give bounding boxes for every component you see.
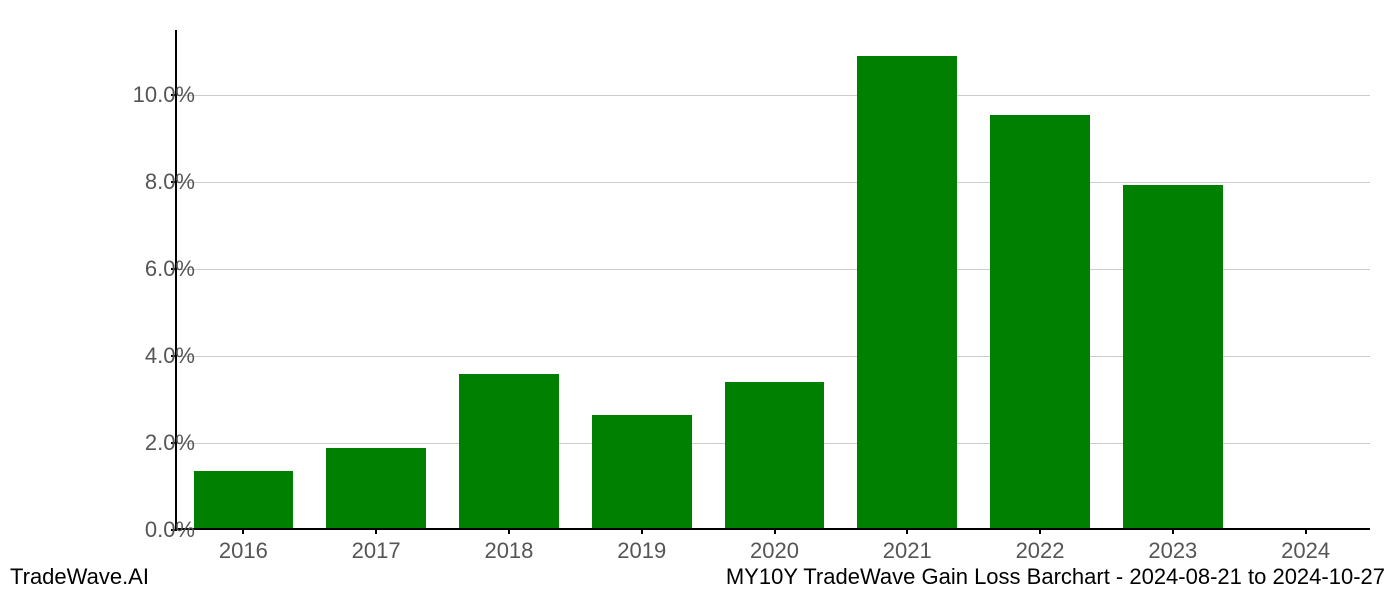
x-axis-label: 2023 (1148, 538, 1197, 564)
y-axis-label: 0.0% (115, 517, 195, 543)
x-axis-label: 2018 (484, 538, 533, 564)
bar (459, 374, 559, 528)
x-axis-label: 2017 (352, 538, 401, 564)
footer-brand: TradeWave.AI (10, 564, 149, 590)
x-tick (906, 528, 908, 534)
x-tick (641, 528, 643, 534)
bar (990, 115, 1090, 528)
x-tick (774, 528, 776, 534)
x-axis-label: 2016 (219, 538, 268, 564)
bar (592, 415, 692, 528)
x-tick (1172, 528, 1174, 534)
x-axis-label: 2019 (617, 538, 666, 564)
x-axis-label: 2020 (750, 538, 799, 564)
x-tick (1039, 528, 1041, 534)
x-tick (508, 528, 510, 534)
y-axis-label: 2.0% (115, 430, 195, 456)
y-axis-label: 10.0% (115, 82, 195, 108)
bar (857, 56, 957, 528)
bar (326, 448, 426, 528)
x-axis-label: 2024 (1281, 538, 1330, 564)
x-axis-label: 2022 (1016, 538, 1065, 564)
y-axis-label: 8.0% (115, 169, 195, 195)
x-axis-label: 2021 (883, 538, 932, 564)
chart-container: 201620172018201920202021202220232024 (175, 30, 1370, 530)
x-tick (375, 528, 377, 534)
x-tick (1305, 528, 1307, 534)
bar (725, 382, 825, 528)
bar (194, 471, 294, 528)
y-axis-label: 6.0% (115, 256, 195, 282)
plot-area: 201620172018201920202021202220232024 (175, 30, 1370, 530)
y-axis-label: 4.0% (115, 343, 195, 369)
x-tick (242, 528, 244, 534)
grid-line (177, 95, 1370, 96)
grid-line (177, 182, 1370, 183)
chart-title: MY10Y TradeWave Gain Loss Barchart - 202… (726, 564, 1385, 590)
bar (1123, 185, 1223, 528)
